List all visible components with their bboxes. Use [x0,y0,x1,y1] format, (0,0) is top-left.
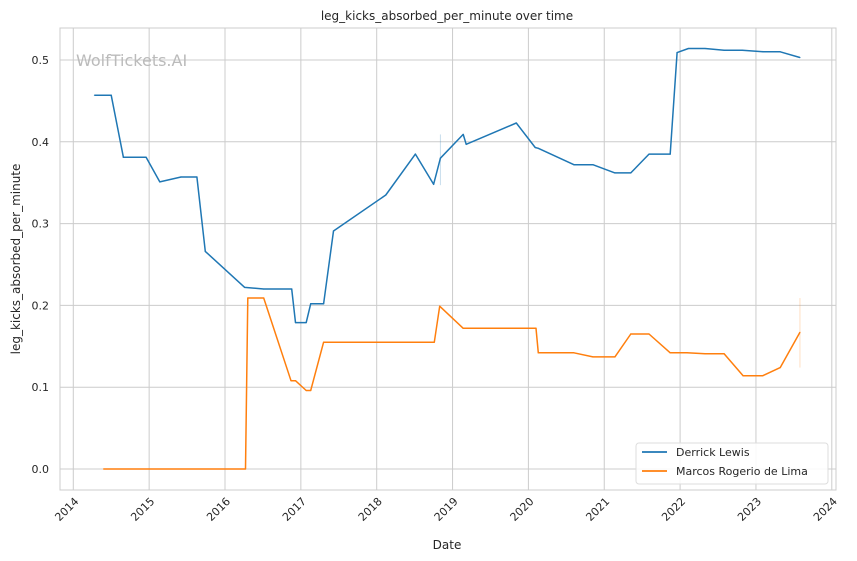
data-point [534,146,536,149]
data-point [263,288,265,290]
data-point [630,172,632,174]
y-tick-label: 0.0 [32,463,50,476]
x-tick-label: 2015 [128,495,157,524]
x-tick-label: 2024 [811,495,840,524]
legend-label-marcos-rogerio-de-lima: Marcos Rogerio de Lima [676,465,808,478]
data-point [723,49,725,51]
data-point [433,341,435,343]
y-tick-label: 0.3 [32,218,50,231]
y-tick-label: 0.2 [32,299,50,312]
data-point [110,94,112,96]
data-point [687,47,690,50]
data-point [648,333,650,335]
legend-box [635,442,829,485]
x-tick-label: 2023 [735,495,764,524]
data-point [414,153,416,155]
data-point [465,143,467,145]
y-tick-label: 0.5 [32,54,50,67]
data-point [305,389,307,392]
data-point [614,172,616,174]
legend: Derrick Lewis Marcos Rogerio de Lima [635,442,829,485]
data-point [323,341,325,343]
data-point [535,327,537,329]
data-point [244,286,246,289]
data-point [537,147,539,149]
data-point [323,303,325,305]
data-point [648,153,650,155]
data-point [310,303,312,305]
data-point [573,352,575,354]
data-point [294,380,297,382]
data-point [204,250,206,253]
legend-label-derrick-lewis: Derrick Lewis [676,446,750,459]
data-point [145,156,147,158]
x-tick-label: 2016 [204,495,233,524]
data-point [244,468,247,470]
data-point [799,56,801,59]
data-point [537,352,539,354]
x-tick-labels: 2014 2015 2016 2017 2018 2019 2020 2021 2022 2023… [52,495,839,524]
y-tick-label: 0.1 [32,381,50,394]
data-point [779,366,781,369]
x-tick-label: 2014 [52,495,81,524]
data-point [385,194,387,196]
data-point [592,356,594,358]
data-point [291,288,293,290]
data-point [439,157,442,159]
x-tick-label: 2019 [432,495,461,524]
data-point [180,176,182,178]
data-point [159,181,161,183]
data-point [669,352,671,354]
data-point [103,468,105,470]
data-point [592,164,594,166]
data-point [93,94,96,96]
data-point [247,297,249,299]
data-point [630,333,632,335]
x-axis-label: Date [433,538,462,552]
data-point [122,156,124,158]
data-point [263,297,265,299]
grid [60,28,836,490]
data-point [432,183,435,185]
x-tick-label: 2017 [280,495,309,524]
data-point [704,47,706,50]
data-point [462,133,464,136]
y-tick-label: 0.4 [32,136,50,149]
data-point [704,353,706,355]
x-tick-label: 2021 [583,495,612,524]
series-group [93,47,801,470]
data-point [741,49,743,51]
data-point [723,353,725,355]
chart-title: leg_kicks_absorbed_per_minute over time [321,9,573,23]
data-point [439,305,441,307]
data-point [779,51,781,53]
data-point [310,389,312,392]
plot-frame [59,27,837,491]
y-axis-label: leg_kicks_absorbed_per_minute [9,164,23,355]
data-point [294,321,297,324]
x-tick-label: 2022 [659,495,688,524]
data-point [462,327,464,329]
data-point [305,321,307,324]
y-tick-labels: 0.0 0.1 0.2 0.3 0.4 0.5 [32,54,50,476]
data-point [762,51,765,53]
data-point [762,375,764,377]
data-point [799,331,801,333]
data-point [290,380,292,382]
watermark: WolfTickets.AI [76,51,187,70]
x-tick-label: 2018 [356,495,385,524]
data-point [686,352,688,354]
data-point [515,122,517,124]
data-point [669,153,671,155]
data-point [573,164,575,166]
data-point [676,52,678,54]
data-point [742,375,744,377]
data-point [614,356,616,358]
data-point [196,176,198,178]
data-point [332,230,335,232]
x-tick-label: 2020 [508,495,537,524]
series-line-derrick-lewis [94,47,801,324]
